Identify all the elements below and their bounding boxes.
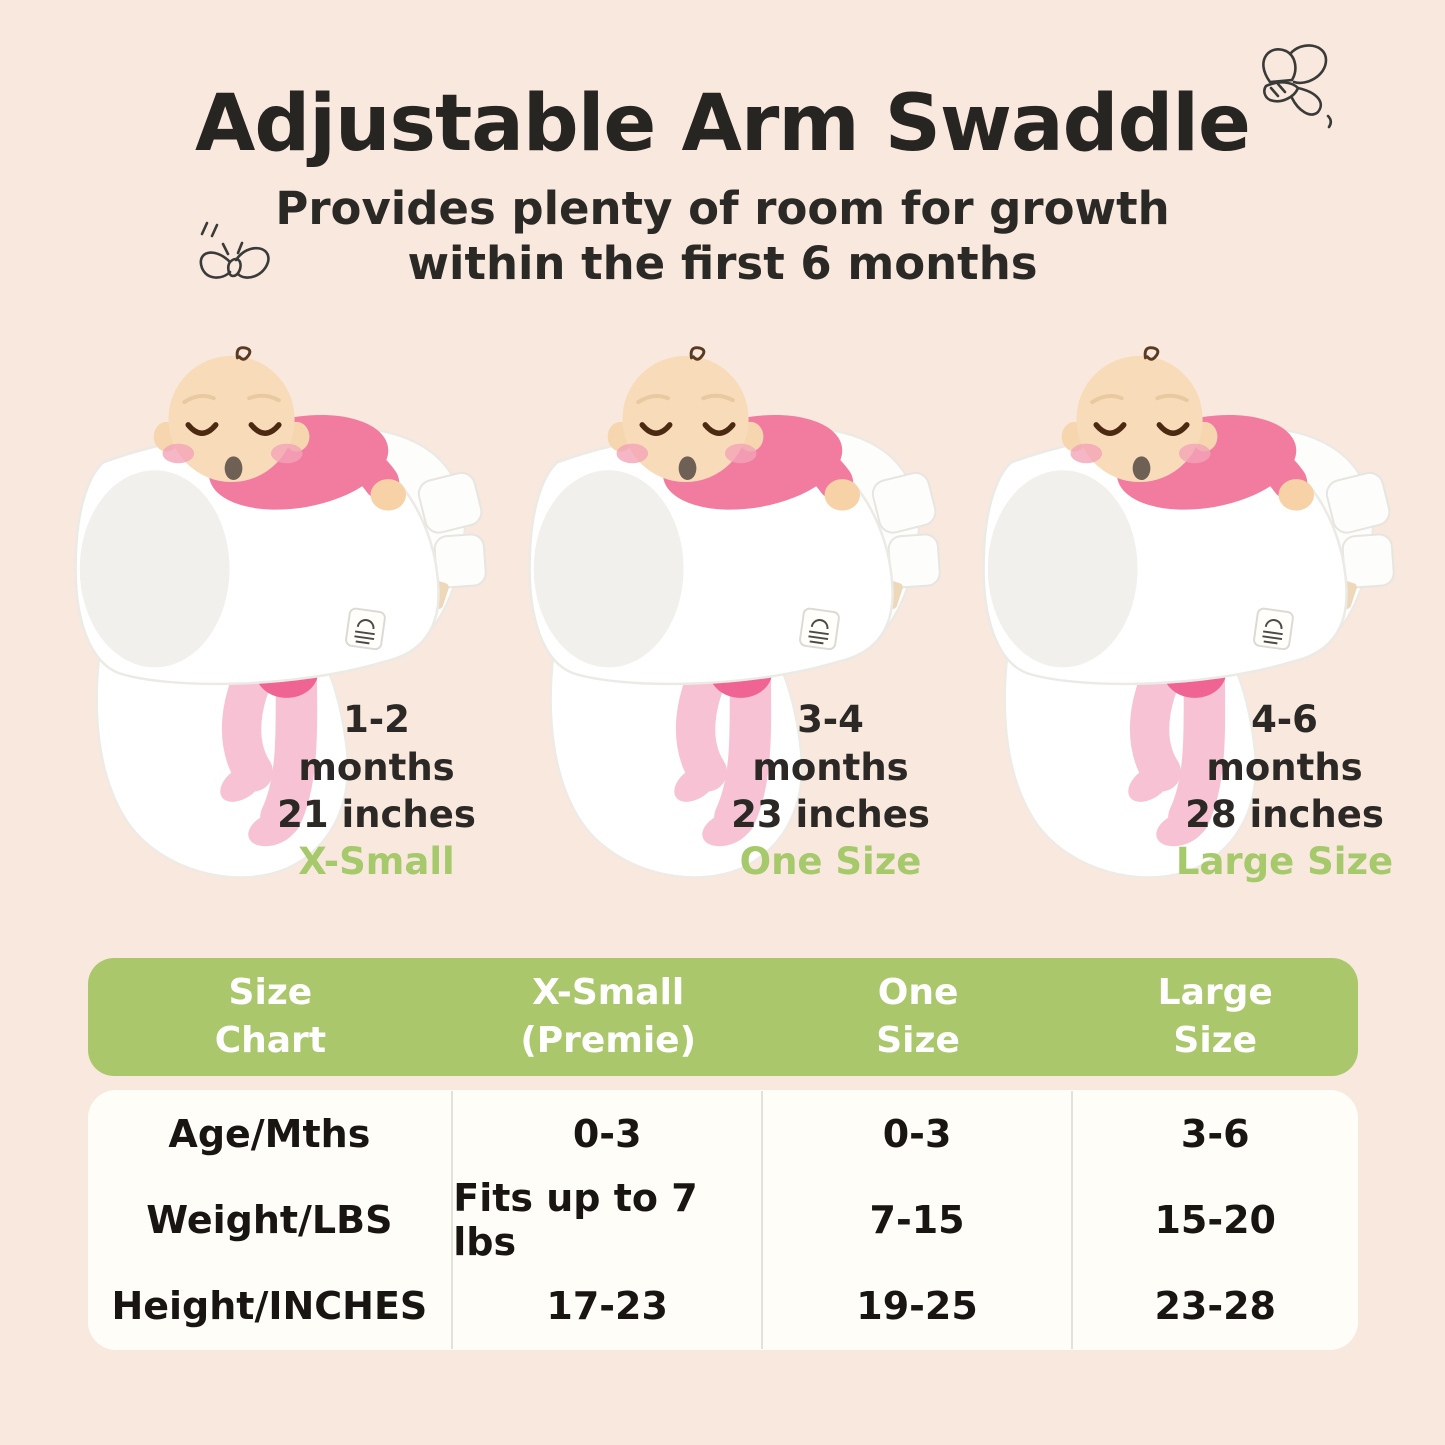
swaddle-figure: 1-2 months 21 inches X-Small bbox=[49, 346, 489, 898]
table-cell: 0-3 bbox=[763, 1090, 1073, 1177]
header-line: One bbox=[877, 972, 959, 1014]
page-subtitle: Provides plenty of room for growth withi… bbox=[0, 182, 1445, 292]
row-label: Height/INCHES bbox=[88, 1262, 454, 1349]
size-chart-body: Age/Mths 0-3 0-3 3-6 Weight/LBS Fits up … bbox=[87, 1089, 1358, 1350]
figure-label: 1-2 months 21 inches X-Small bbox=[265, 696, 489, 885]
figure-size-name: Large Size bbox=[1175, 840, 1394, 884]
header-line: Size bbox=[1173, 1019, 1258, 1061]
figure-length: 23 inches bbox=[731, 792, 930, 836]
swaddle-figure: 4-6 months 28 inches Large Size bbox=[957, 346, 1397, 898]
row-label: Age/Mths bbox=[88, 1090, 454, 1177]
header-line: Size bbox=[228, 972, 313, 1014]
table-header-cell: Size Chart bbox=[88, 969, 454, 1064]
figure-age-range: 4-6 months bbox=[1206, 698, 1363, 789]
table-cell: Fits up to 7 lbs bbox=[453, 1176, 764, 1264]
table-cell: 15-20 bbox=[1154, 1197, 1276, 1242]
header-line: X-Small bbox=[532, 972, 685, 1014]
table-cell: 7-15 bbox=[763, 1176, 1073, 1263]
row-label: Weight/LBS bbox=[88, 1176, 454, 1263]
size-chart-table: Size Chart X-Small (Premie) One Size Lar… bbox=[87, 957, 1358, 1350]
header-line: Size bbox=[876, 1019, 960, 1061]
figure-age-range: 3-4 months bbox=[752, 698, 909, 789]
table-cell: 19-25 bbox=[763, 1262, 1073, 1349]
page-title: Adjustable Arm Swaddle bbox=[195, 79, 1251, 169]
butterfly-icon bbox=[1262, 44, 1333, 129]
swaddle-figures-row: 1-2 months 21 inches X-Small 3-4 months … bbox=[0, 346, 1445, 898]
table-cell: 3-6 bbox=[1180, 1111, 1250, 1156]
table-header-cell: One Size bbox=[763, 969, 1073, 1064]
table-header-cell: Large Size bbox=[1073, 969, 1357, 1064]
swaddle-figure: 3-4 months 23 inches One Size bbox=[503, 346, 943, 898]
table-cell: 23-28 bbox=[1154, 1283, 1276, 1328]
subtitle-line-1: Provides plenty of room for growth bbox=[275, 181, 1170, 235]
figure-length: 21 inches bbox=[277, 792, 476, 836]
header-line: (Premie) bbox=[520, 1019, 697, 1061]
header-section: Adjustable Arm Swaddle Provides plenty o… bbox=[0, 0, 1445, 292]
size-chart-header: Size Chart X-Small (Premie) One Size Lar… bbox=[87, 957, 1358, 1076]
header-line: Chart bbox=[214, 1019, 327, 1061]
figure-length: 28 inches bbox=[1185, 792, 1384, 836]
table-header-cell: X-Small (Premie) bbox=[453, 969, 763, 1064]
figure-size-name: X-Small bbox=[298, 840, 455, 884]
header-line: Large bbox=[1157, 972, 1273, 1014]
table-cell: 0-3 bbox=[453, 1090, 764, 1177]
figure-label: 3-4 months 23 inches One Size bbox=[719, 696, 943, 885]
figure-label: 4-6 months 28 inches Large Size bbox=[1173, 696, 1397, 885]
figure-size-name: One Size bbox=[739, 840, 922, 884]
subtitle-line-2: within the first 6 months bbox=[407, 236, 1038, 290]
figure-age-range: 1-2 months bbox=[298, 698, 455, 789]
table-cell: 17-23 bbox=[453, 1262, 764, 1349]
butterfly-icon bbox=[199, 221, 270, 279]
